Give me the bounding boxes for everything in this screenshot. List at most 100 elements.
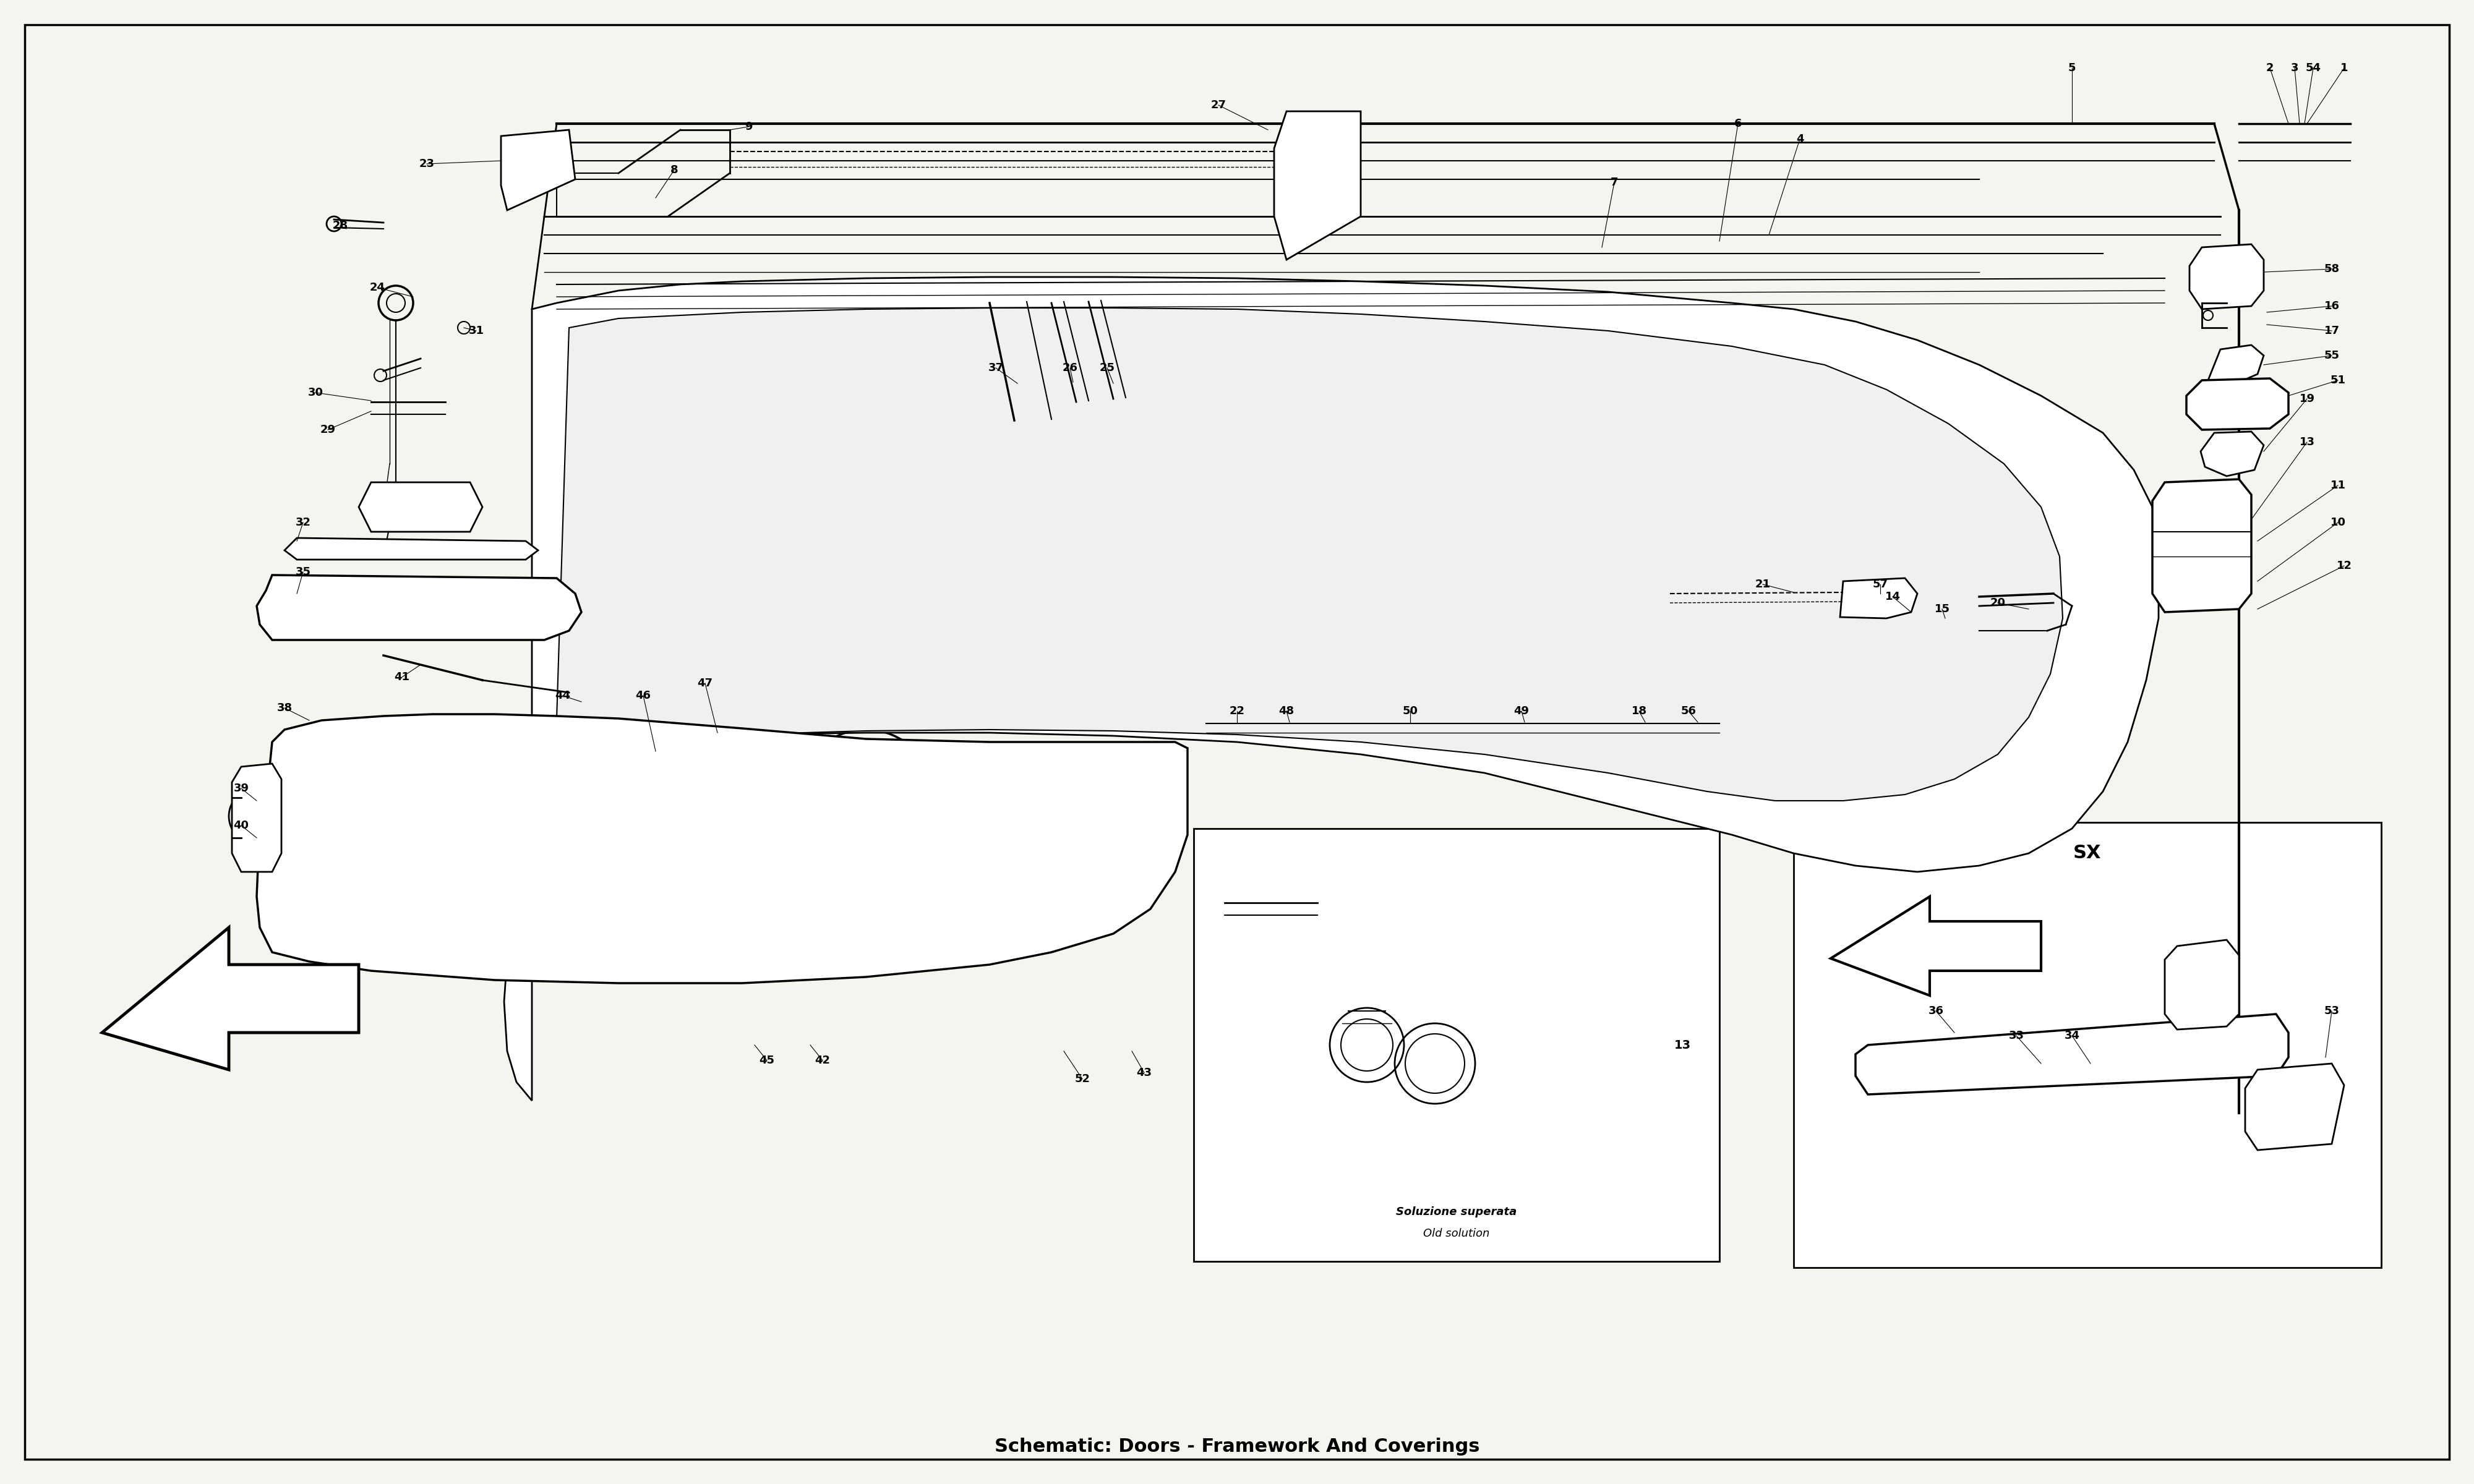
Circle shape [740,830,745,833]
Circle shape [896,797,901,798]
Text: 15: 15 [1935,604,1950,614]
Circle shape [858,781,861,782]
Text: 40: 40 [233,819,250,831]
Circle shape [881,797,886,798]
Circle shape [641,806,646,809]
Circle shape [643,828,646,833]
Text: 22: 22 [1230,705,1244,717]
Circle shape [688,809,693,812]
Text: 12: 12 [2335,559,2353,571]
Circle shape [876,853,878,856]
Text: 33: 33 [2009,1030,2024,1042]
Text: 45: 45 [760,1055,774,1066]
Circle shape [797,801,799,806]
Circle shape [636,779,641,782]
Circle shape [651,785,656,788]
Circle shape [752,787,755,791]
Text: 14: 14 [1885,591,1900,603]
Circle shape [666,809,670,812]
Circle shape [807,788,809,791]
Polygon shape [1831,896,2041,996]
Text: 34: 34 [2063,1030,2081,1042]
Circle shape [821,778,824,781]
Circle shape [675,798,678,803]
Text: 30: 30 [307,387,324,398]
Text: 6: 6 [1734,119,1742,129]
Text: 5: 5 [2068,62,2076,74]
Circle shape [1279,723,1294,738]
Circle shape [802,749,809,758]
Circle shape [666,813,668,816]
Circle shape [849,840,851,843]
Text: 35: 35 [294,567,312,577]
Circle shape [896,806,898,807]
Circle shape [1687,723,1702,738]
Circle shape [821,815,824,818]
Circle shape [715,782,717,785]
Circle shape [794,788,797,791]
Circle shape [653,795,656,800]
Circle shape [648,819,651,822]
Polygon shape [1841,579,1917,619]
Circle shape [658,821,661,824]
Circle shape [910,784,913,787]
Text: 29: 29 [319,424,336,435]
Circle shape [685,822,688,825]
Circle shape [643,815,648,819]
Polygon shape [101,927,359,1070]
Text: 16: 16 [2323,300,2340,312]
Circle shape [881,801,883,803]
Circle shape [722,834,727,837]
Circle shape [861,749,863,752]
Circle shape [636,794,638,798]
Circle shape [910,797,913,798]
Text: 25: 25 [1098,362,1116,374]
Circle shape [896,788,898,789]
Circle shape [1519,723,1534,738]
Circle shape [868,813,871,816]
Circle shape [849,803,851,806]
Circle shape [836,809,839,812]
Circle shape [819,760,821,761]
Circle shape [849,798,851,801]
Circle shape [854,827,856,830]
Polygon shape [257,574,581,640]
Circle shape [863,828,866,831]
Circle shape [893,779,896,782]
Circle shape [794,816,797,819]
Text: 31: 31 [468,325,485,337]
Circle shape [675,834,680,837]
Circle shape [651,841,653,846]
Circle shape [760,831,764,834]
Circle shape [767,807,772,810]
Circle shape [863,813,866,816]
Circle shape [836,784,839,787]
Text: 36: 36 [1927,1006,1945,1017]
Polygon shape [233,764,282,871]
Circle shape [811,819,814,822]
Text: 53: 53 [2323,1006,2340,1017]
Text: 41: 41 [393,671,411,683]
Circle shape [871,764,873,767]
Circle shape [715,861,722,870]
Circle shape [740,775,745,779]
Text: 48: 48 [1279,705,1294,717]
Polygon shape [1274,111,1361,260]
Text: 19: 19 [2298,393,2316,404]
Circle shape [839,816,841,819]
Circle shape [886,821,888,822]
Circle shape [896,797,901,798]
Circle shape [782,812,784,815]
Circle shape [740,794,742,798]
Circle shape [750,772,755,776]
Circle shape [735,763,740,766]
Circle shape [851,807,854,810]
Circle shape [710,795,713,798]
Circle shape [722,797,727,801]
Circle shape [868,779,871,782]
Text: 1: 1 [2340,62,2348,74]
Text: 32: 32 [294,516,312,528]
Text: 54: 54 [2306,62,2321,74]
Text: 57: 57 [1873,579,1888,589]
Circle shape [769,827,772,831]
